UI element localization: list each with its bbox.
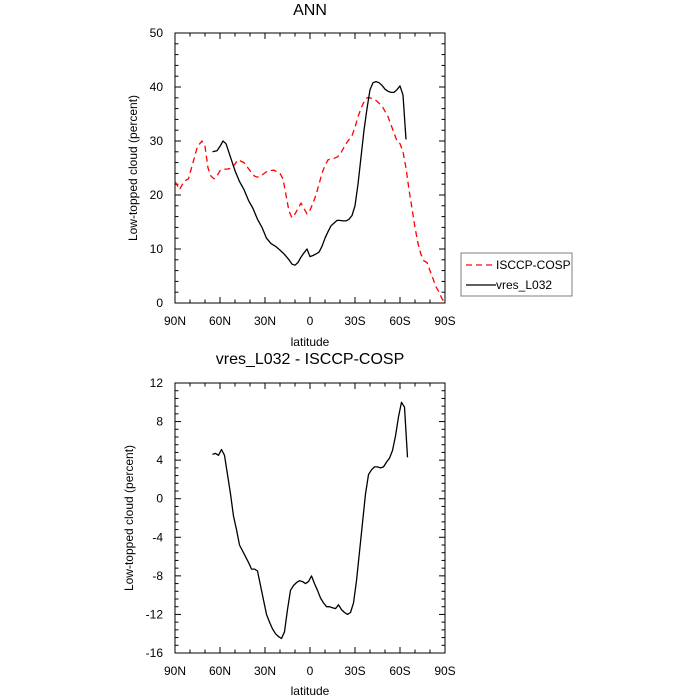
x-tick-label: 30N: [254, 314, 276, 328]
x-tick-label: 90S: [434, 664, 455, 678]
chart-title: vres_L032 - ISCCP-COSP: [216, 351, 405, 368]
x-tick-label: 60N: [209, 314, 231, 328]
y-tick-label: 40: [150, 80, 164, 94]
y-tick-label: 30: [150, 134, 164, 148]
x-tick-label: 90N: [164, 664, 186, 678]
chart-title: ANN: [293, 2, 327, 19]
y-tick-label: -12: [146, 607, 164, 621]
x-tick-label: 90S: [434, 314, 455, 328]
legend: ISCCP-COSP vres_L032: [460, 252, 573, 297]
panel-difference: vres_L032 - ISCCP-COSP Low-topped cloud …: [122, 351, 456, 698]
y-tick-label: 50: [150, 26, 164, 40]
x-tick-label: 60S: [389, 314, 410, 328]
y-axis-label: Low-topped cloud (percent): [126, 95, 140, 241]
y-tick-label: -16: [146, 646, 164, 660]
y-tick-label: 8: [156, 415, 163, 429]
plot-frame: [174, 32, 446, 304]
x-tick-label: 30S: [344, 314, 365, 328]
x-axis-label: latitude: [291, 335, 330, 349]
y-tick-label: -4: [152, 530, 163, 544]
x-axis-label: latitude: [291, 684, 330, 698]
y-axis-label: Low-topped cloud (percent): [122, 445, 136, 591]
x-tick-label: 90N: [164, 314, 186, 328]
x-tick-label: 60S: [389, 664, 410, 678]
series-line-vres-l032: [212, 80, 407, 266]
y-tick-label: 0: [156, 492, 163, 506]
legend-label-isccp-cosp: ISCCP-COSP: [496, 258, 571, 272]
legend-label-vres-l032: vres_L032: [496, 278, 552, 292]
y-tick-label: 0: [156, 296, 163, 310]
x-tick-label: 30S: [344, 664, 365, 678]
x-tick-label: 0: [307, 664, 314, 678]
series-line-isccp-cosp: [174, 97, 446, 304]
plot-frame: [174, 382, 446, 654]
y-tick-label: 12: [150, 376, 164, 390]
x-tick-label: 30N: [254, 664, 276, 678]
y-tick-label: 10: [150, 242, 164, 256]
y-tick-label: -8: [152, 569, 163, 583]
series-line-vres-l032-isccp-cosp: [212, 401, 409, 640]
legend-box: [460, 252, 573, 297]
x-tick-label: 60N: [209, 664, 231, 678]
y-tick-label: 4: [156, 453, 163, 467]
x-tick-label: 0: [307, 314, 314, 328]
panel-annual-mean: ANN Low-topped cloud (percent) latitude …: [126, 2, 573, 349]
y-tick-label: 20: [150, 188, 164, 202]
